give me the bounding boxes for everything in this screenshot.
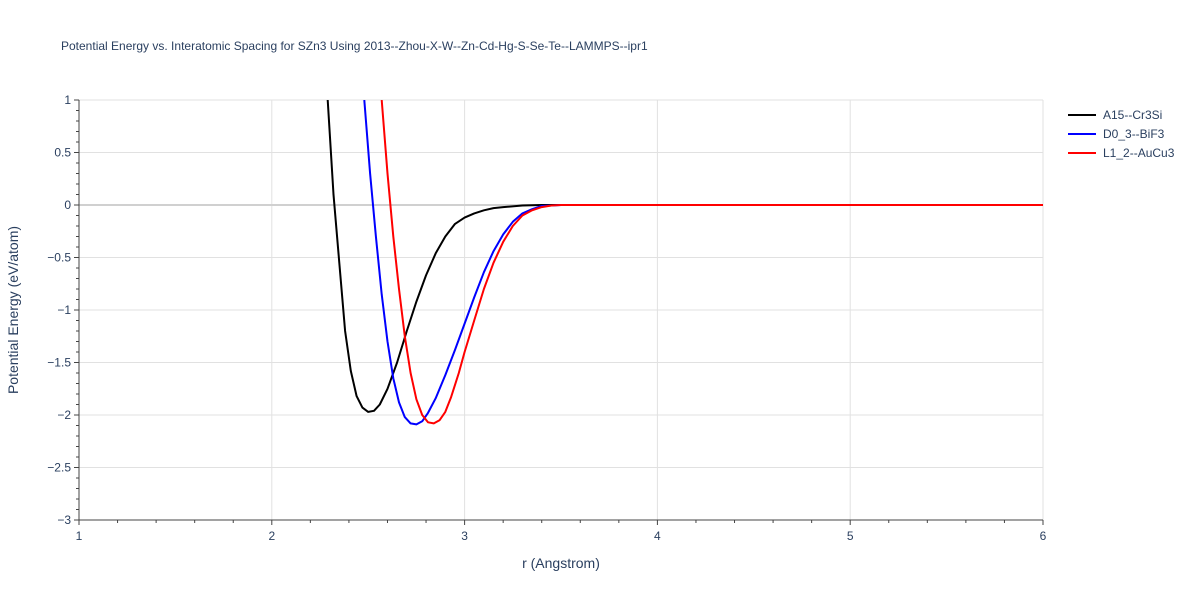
x-tick-label: 1 bbox=[76, 529, 83, 543]
y-tick-label: −0.5 bbox=[47, 251, 71, 265]
chart-title: Potential Energy vs. Interatomic Spacing… bbox=[61, 39, 648, 53]
y-tick-label: −2.5 bbox=[47, 461, 71, 475]
x-tick-label: 5 bbox=[847, 529, 854, 543]
legend[interactable]: A15--Cr3Si D0_3--BiF3 L1_2--AuCu3 bbox=[1068, 108, 1175, 160]
series-line-2 bbox=[380, 100, 1043, 425]
grid-lines bbox=[79, 99, 1044, 520]
x-tick-label: 2 bbox=[268, 529, 275, 543]
legend-label: A15--Cr3Si bbox=[1103, 108, 1162, 122]
x-axis-title: r (Angstrom) bbox=[522, 555, 600, 571]
y-tick-label: −1 bbox=[57, 303, 71, 317]
y-tick-label: 1 bbox=[64, 93, 71, 107]
y-axis-title: Potential Energy (eV/atom) bbox=[5, 226, 21, 394]
y-tick-label: 0.5 bbox=[54, 146, 71, 160]
series-layer bbox=[326, 100, 1043, 426]
y-tick-label: −3 bbox=[57, 513, 71, 527]
x-tick-label: 4 bbox=[654, 529, 661, 543]
y-axis-ticks: 1 0.5 0 −0.5 −1 −1.5 −2 −2.5 −3 bbox=[47, 93, 71, 527]
legend-label: L1_2--AuCu3 bbox=[1103, 146, 1175, 160]
series-line-1 bbox=[363, 100, 1043, 426]
legend-label: D0_3--BiF3 bbox=[1103, 127, 1165, 141]
y-tick-label: −2 bbox=[57, 408, 71, 422]
legend-item-1[interactable]: D0_3--BiF3 bbox=[1068, 127, 1165, 141]
x-tick-label: 3 bbox=[461, 529, 468, 543]
y-tick-label: 0 bbox=[64, 198, 71, 212]
legend-item-2[interactable]: L1_2--AuCu3 bbox=[1068, 146, 1175, 160]
y-tick-label: −1.5 bbox=[47, 356, 71, 370]
axes bbox=[74, 99, 1044, 525]
series-line-0 bbox=[326, 100, 1043, 413]
x-tick-label: 6 bbox=[1040, 529, 1047, 543]
legend-item-0[interactable]: A15--Cr3Si bbox=[1068, 108, 1162, 122]
x-axis-ticks: 1 2 3 4 5 6 bbox=[76, 529, 1047, 543]
